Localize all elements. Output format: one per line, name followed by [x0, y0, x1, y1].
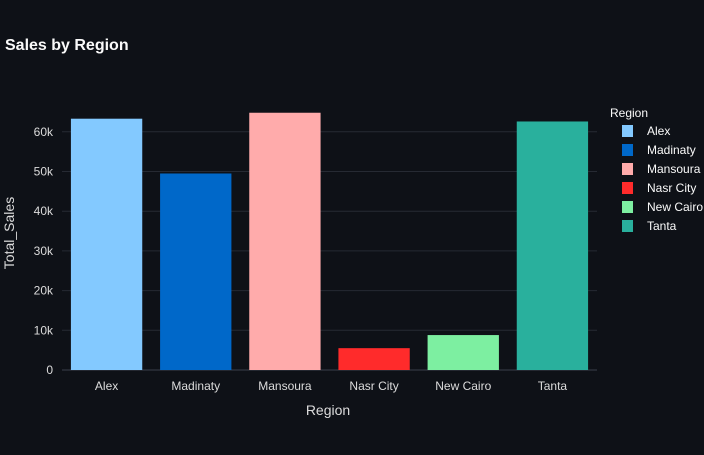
bar-madinaty[interactable] [160, 173, 232, 370]
bar-tanta[interactable] [516, 121, 589, 370]
bar-new-cairo[interactable] [427, 335, 499, 370]
y-tick-label: 20k [34, 284, 54, 298]
legend-label: Tanta [647, 219, 677, 233]
y-tick-label: 30k [34, 244, 54, 258]
legend-item-madinaty[interactable]: Madinaty [622, 143, 696, 157]
y-axis-ticks: 0 10k 20k 30k 40k 50k 60k [34, 125, 54, 377]
y-axis-title: Total_Sales [1, 197, 17, 269]
legend-item-nasr-city[interactable]: Nasr City [622, 181, 696, 195]
chart-title: Sales by Region [5, 37, 129, 54]
legend-swatch [622, 220, 633, 232]
legend-item-mansoura[interactable]: Mansoura [622, 162, 701, 176]
x-axis-ticks: Alex Madinaty Mansoura Nasr City New Cairo Ta… [95, 379, 568, 393]
x-tick-label: Madinaty [171, 379, 220, 393]
legend-item-tanta[interactable]: Tanta [622, 219, 677, 233]
bar-mansoura[interactable] [249, 112, 321, 370]
legend-swatch [622, 201, 633, 213]
legend-label: Alex [647, 124, 670, 138]
legend-label: New Cairo [647, 200, 703, 214]
bar-alex[interactable] [70, 118, 143, 370]
y-tick-label: 0 [46, 363, 53, 377]
legend-label: Madinaty [647, 143, 696, 157]
y-tick-label: 40k [34, 204, 54, 218]
x-tick-label: New Cairo [435, 379, 491, 393]
y-tick-label: 10k [34, 323, 54, 337]
x-tick-label: Mansoura [258, 379, 312, 393]
legend-swatch [622, 125, 633, 137]
x-tick-label: Alex [95, 379, 118, 393]
x-tick-label: Nasr City [349, 379, 398, 393]
bar-nasr-city[interactable] [338, 348, 410, 370]
legend-swatch [622, 163, 633, 175]
x-axis-title: Region [306, 402, 350, 418]
x-tick-label: Tanta [538, 379, 568, 393]
legend-title: Region [610, 106, 648, 120]
legend-label: Nasr City [647, 181, 696, 195]
legend[interactable]: Region Alex Madinaty Mansoura Nasr City New … [610, 106, 703, 233]
legend-swatch [622, 144, 633, 156]
legend-swatch [622, 182, 633, 194]
bars [70, 112, 589, 370]
legend-item-new-cairo[interactable]: New Cairo [622, 200, 703, 214]
legend-label: Mansoura [647, 162, 701, 176]
legend-item-alex[interactable]: Alex [622, 124, 670, 138]
y-tick-label: 50k [34, 165, 54, 179]
legend-items[interactable]: Alex Madinaty Mansoura Nasr City New Cairo Ta… [622, 124, 703, 233]
y-tick-label: 60k [34, 125, 54, 139]
gridlines [62, 131, 597, 371]
